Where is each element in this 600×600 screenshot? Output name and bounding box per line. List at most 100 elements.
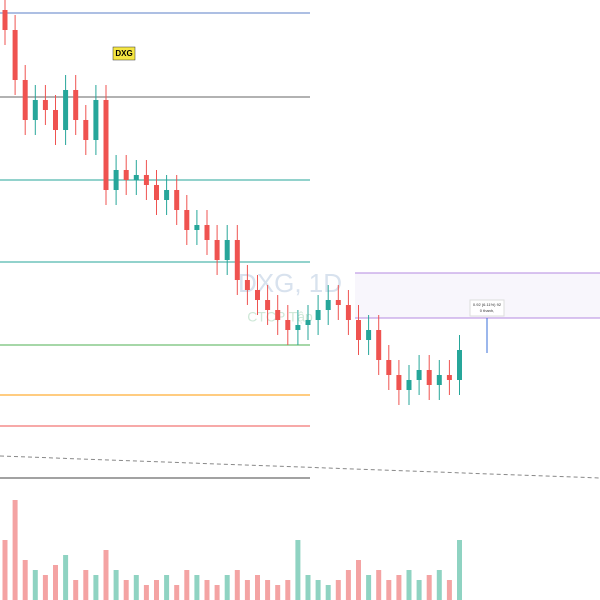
volume-bar xyxy=(133,575,139,600)
candle-body xyxy=(194,225,200,230)
candle-body xyxy=(53,110,58,130)
candle-body xyxy=(12,30,18,80)
volume-bar xyxy=(53,565,58,600)
candle-body xyxy=(255,290,260,300)
candle-body xyxy=(224,240,230,260)
volume-bar xyxy=(386,580,392,600)
candle-body xyxy=(386,360,392,375)
candle-body xyxy=(275,310,281,320)
candle-body xyxy=(416,370,422,380)
volume-bar xyxy=(12,500,18,600)
volume-bar xyxy=(396,575,402,600)
volume-bar xyxy=(42,575,48,600)
volume-bar xyxy=(113,570,119,600)
measure-tag xyxy=(469,299,505,317)
candle-body xyxy=(285,320,291,330)
volume-bar xyxy=(265,580,271,600)
candle-body xyxy=(396,375,402,390)
candle-body xyxy=(244,280,250,290)
volume-bar xyxy=(154,580,159,600)
candle-body xyxy=(305,320,311,325)
volume-bar xyxy=(194,575,200,600)
candle-body xyxy=(22,80,28,120)
candle-body xyxy=(184,210,190,230)
volume-bar xyxy=(446,580,452,600)
candle-body xyxy=(2,10,8,30)
volume-bar xyxy=(2,540,8,600)
watermark: DXG, 1D xyxy=(238,268,342,298)
candle-body xyxy=(93,100,99,140)
volume-bar xyxy=(174,585,180,600)
volume-bar xyxy=(436,570,442,600)
candle-body xyxy=(83,120,89,140)
candle-body xyxy=(406,380,412,390)
candle-body xyxy=(73,90,79,120)
candle-body xyxy=(426,370,432,385)
volume-bar xyxy=(234,570,240,600)
volume-bar xyxy=(285,580,291,600)
volume-bar xyxy=(305,575,311,600)
volume-bar xyxy=(224,575,230,600)
candle-body xyxy=(325,300,331,310)
volume-bar xyxy=(366,575,372,600)
candle-body xyxy=(234,240,240,280)
badge-box xyxy=(112,46,136,61)
candle-body xyxy=(174,190,180,210)
volume-bar xyxy=(325,585,331,600)
volume-bar xyxy=(255,575,260,600)
candle-body xyxy=(446,375,452,380)
volume-bar xyxy=(123,580,129,600)
volume-bar xyxy=(356,560,361,600)
volume-bar xyxy=(63,555,69,600)
volume-bar xyxy=(295,540,301,600)
volume-bar xyxy=(22,560,28,600)
volume-bar xyxy=(32,570,38,600)
candle-body xyxy=(42,100,48,110)
volume-bar xyxy=(214,585,220,600)
candle-body xyxy=(457,350,462,380)
candle-body xyxy=(315,310,321,320)
candle-body xyxy=(154,185,159,200)
measure-label: 0.92 (6.11%) 92 xyxy=(473,302,502,307)
volume-bar xyxy=(103,550,109,600)
candle-body xyxy=(214,240,220,260)
candle-body xyxy=(143,175,149,185)
candle-body xyxy=(345,305,351,320)
volume-bar xyxy=(457,540,462,600)
volume-bar xyxy=(315,580,321,600)
candle-body xyxy=(295,325,301,330)
volume-bar xyxy=(83,570,89,600)
candle-body xyxy=(356,320,361,340)
candle-body xyxy=(103,100,109,190)
candle-body xyxy=(113,170,119,190)
volume-bar xyxy=(335,580,341,600)
volume-bar xyxy=(275,585,281,600)
volume-bar xyxy=(93,575,99,600)
candle-body xyxy=(133,175,139,180)
trend-line xyxy=(0,455,600,479)
volume-bar xyxy=(204,580,210,600)
volume-bar xyxy=(244,580,250,600)
candle-body xyxy=(335,300,341,305)
volume-bar xyxy=(164,575,170,600)
measure-sub: 0 thanh, xyxy=(480,308,494,313)
candle-body xyxy=(123,170,129,180)
candle-body xyxy=(204,225,210,240)
volume-bar xyxy=(416,580,422,600)
candle-body xyxy=(32,100,38,120)
volume-bar xyxy=(376,570,382,600)
volume-bar xyxy=(143,585,149,600)
candle-body xyxy=(164,190,170,200)
volume-bar xyxy=(73,580,79,600)
candle-body xyxy=(436,375,442,385)
candle-body xyxy=(366,330,372,340)
volume-bar xyxy=(406,570,412,600)
volume-bar xyxy=(345,570,351,600)
volume-bar xyxy=(184,570,190,600)
candle-body xyxy=(63,90,69,130)
candle-body xyxy=(265,300,271,310)
volume-bar xyxy=(426,575,432,600)
candle-body xyxy=(376,330,382,360)
badge: DXG xyxy=(115,49,132,58)
